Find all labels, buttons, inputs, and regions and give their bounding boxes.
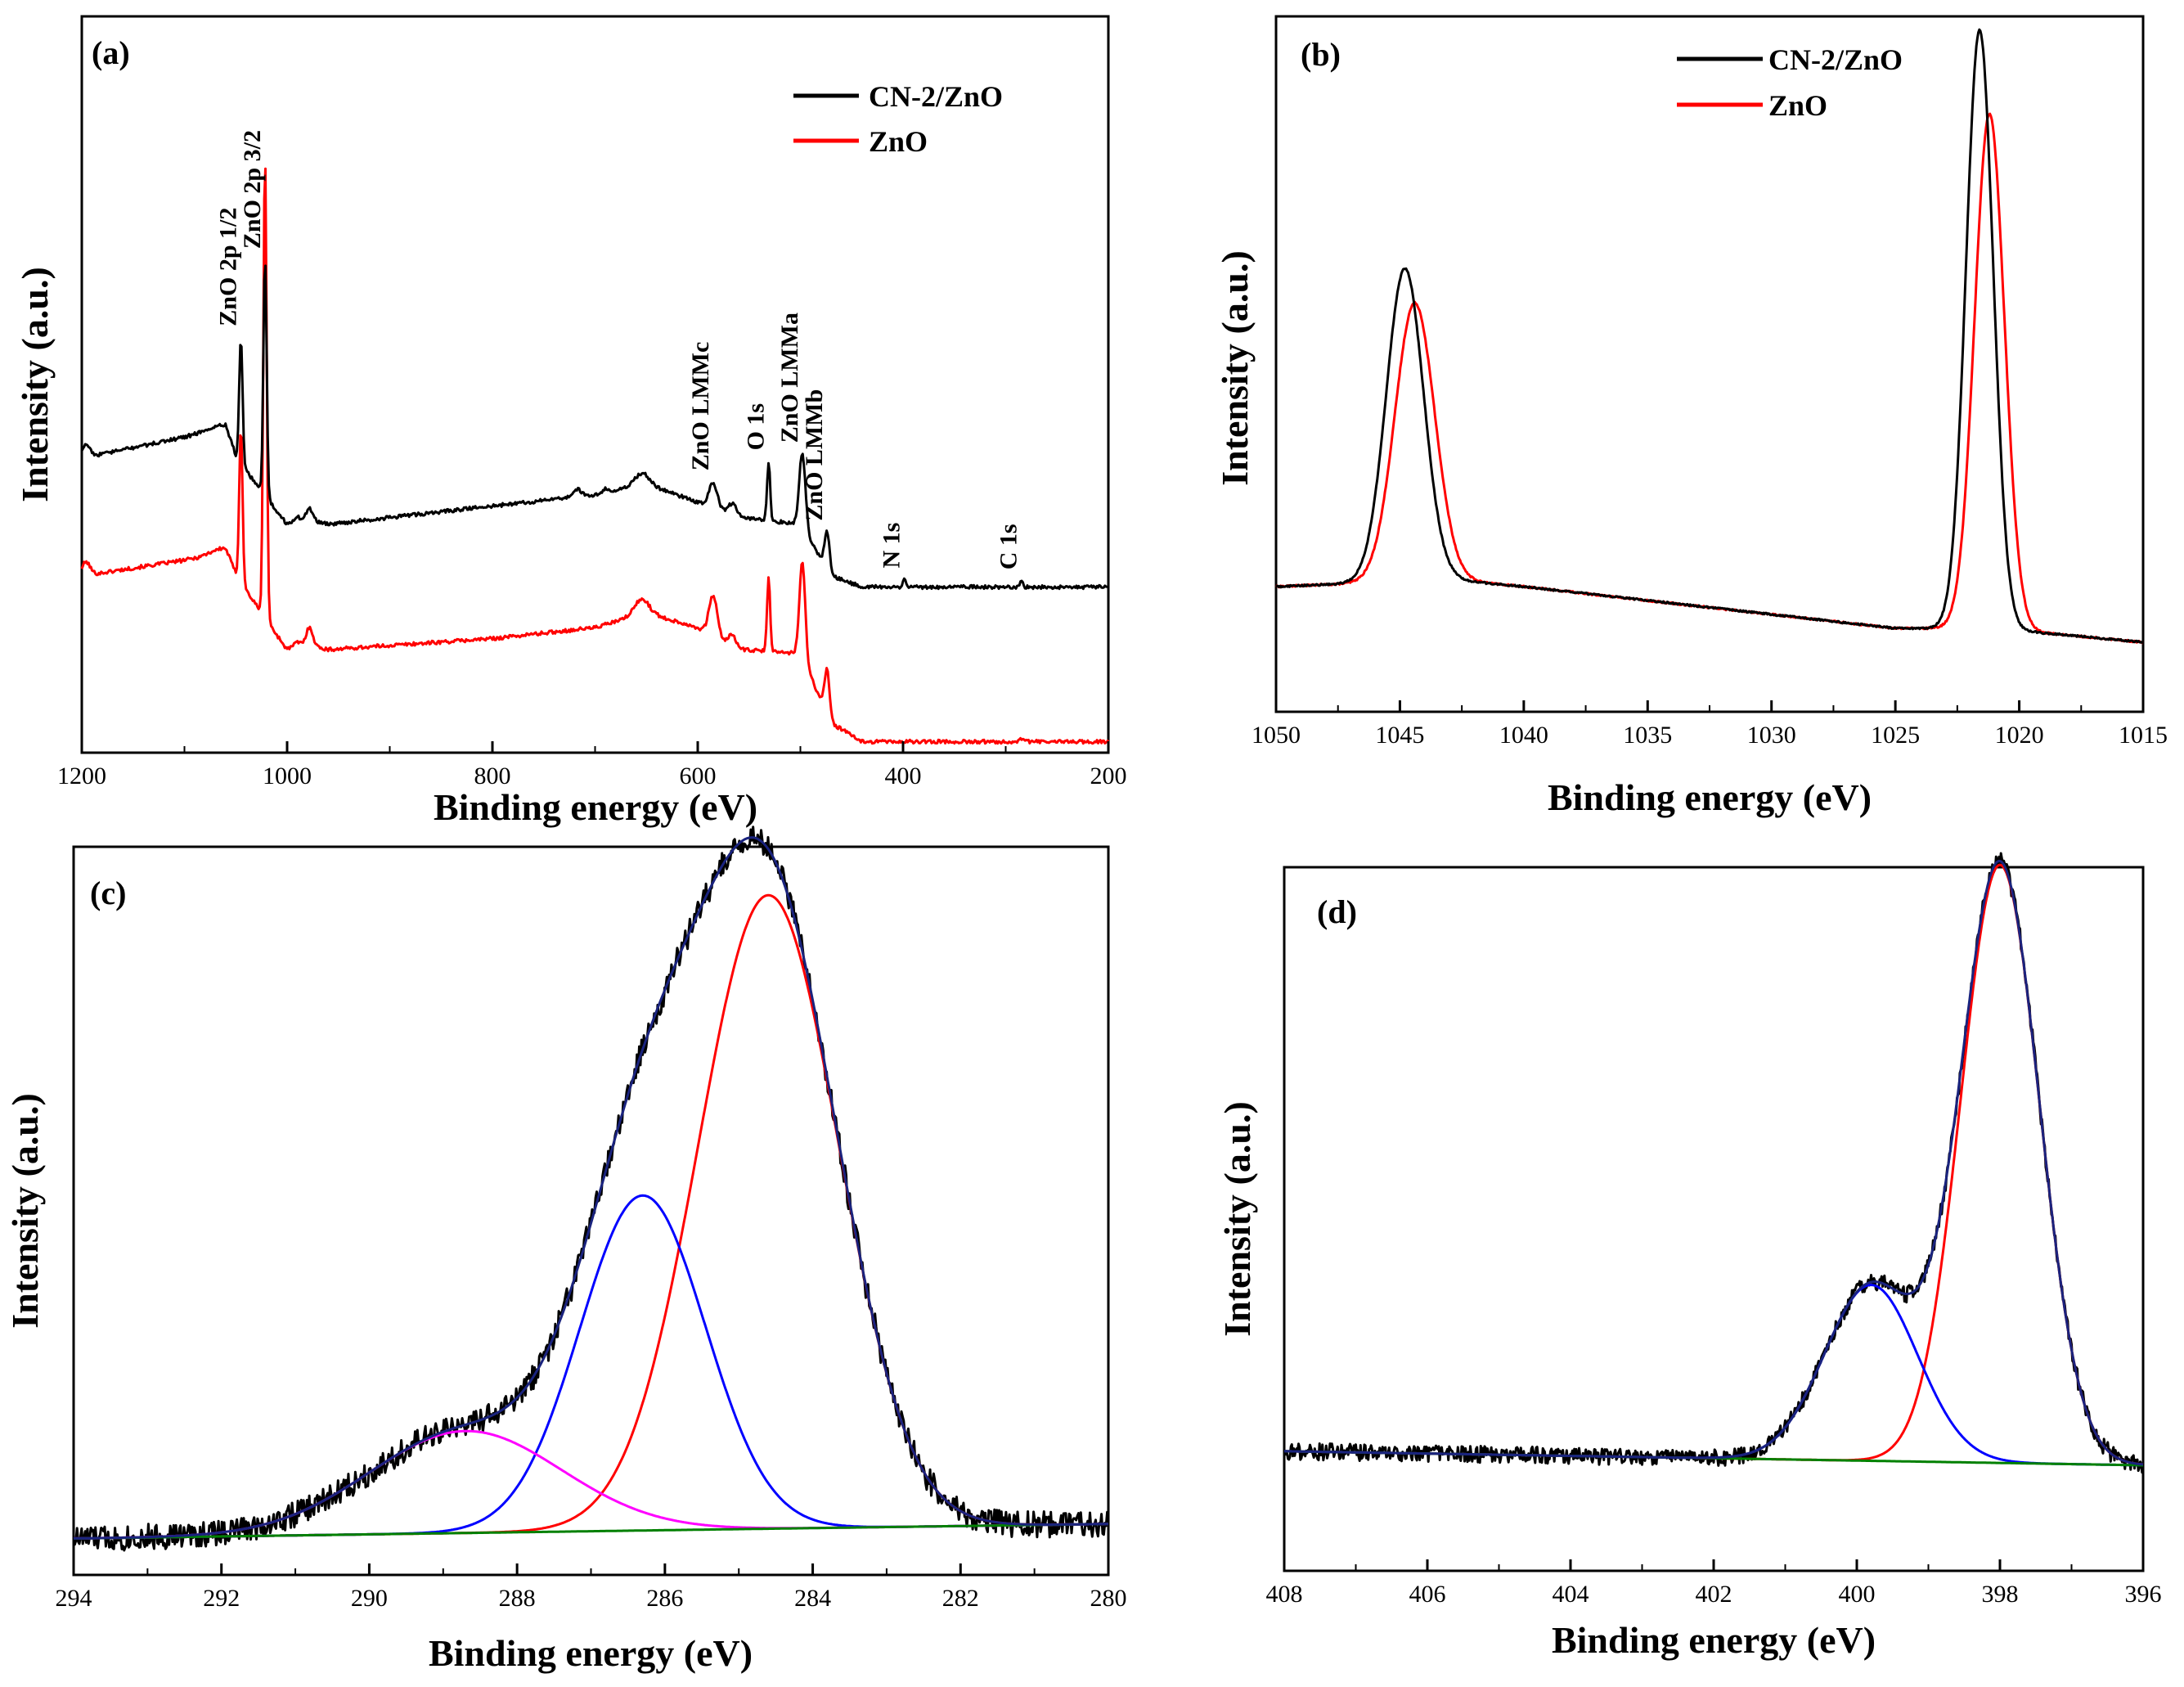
x-tick-label: 398 — [1982, 1581, 2019, 1608]
x-tick-label: 1000 — [263, 763, 312, 790]
series-d-component-399-8 — [1283, 1284, 2144, 1467]
x-tick-label: 408 — [1266, 1581, 1303, 1608]
panel-d-y-axis-label: Intensity (a.u.) — [1216, 1101, 1258, 1337]
legend-label-zno: ZnO — [869, 125, 928, 158]
panel-a-y-axis-label: Intensity (a.u.) — [14, 267, 56, 502]
panel-b-legend: CN-2/ZnO ZnO — [1677, 43, 1903, 122]
panel-b-x-axis-label: Binding energy (eV) — [1548, 776, 1872, 818]
x-tick-label: 294 — [56, 1585, 92, 1612]
x-tick-label: 1050 — [1252, 722, 1301, 749]
x-tick-label: 1040 — [1499, 722, 1548, 749]
peak-annotation: ZnO LMMa — [776, 313, 803, 443]
panel-b-label: (b) — [1301, 36, 1341, 73]
panel-d-label: (d) — [1317, 893, 1357, 930]
panel-d-x-ticks: 408 406 404 402 400 398 396 — [1266, 1559, 2162, 1608]
peak-annotation: O 1s — [743, 403, 770, 451]
x-tick-label: 1015 — [2119, 722, 2168, 749]
peak-annotation: ZnO 2p 1/2 — [215, 208, 242, 326]
panel-a-frame — [80, 15, 1110, 754]
series-d-raw — [1283, 852, 2145, 1474]
x-tick-label: 1020 — [1995, 722, 2044, 749]
peak-annotation: ZnO 2p 3/2 — [239, 130, 266, 249]
x-tick-label: 400 — [1839, 1581, 1876, 1608]
panel-c-label: (c) — [90, 875, 126, 911]
panel-a-legend: CN-2/ZnO ZnO — [793, 80, 1003, 158]
x-tick-label: 396 — [2125, 1581, 2162, 1608]
peak-annotation: C 1s — [995, 524, 1022, 569]
x-tick-label: 284 — [794, 1585, 831, 1612]
x-tick-label: 288 — [499, 1585, 536, 1612]
series-d-envelope — [1283, 859, 2144, 1466]
peak-annotation: N 1s — [878, 523, 905, 569]
x-tick-label: 290 — [351, 1585, 388, 1612]
legend-label-cn2zno: CN-2/ZnO — [869, 80, 1003, 113]
x-tick-label: 404 — [1553, 1581, 1589, 1608]
series-a-cn-2-zno — [80, 264, 1109, 591]
series-c-background — [73, 1523, 1109, 1540]
x-tick-label: 402 — [1696, 1581, 1732, 1608]
series-b-zno — [1274, 112, 2144, 645]
panel-a-label: (a) — [92, 34, 130, 71]
x-tick-label: 1045 — [1375, 722, 1424, 749]
x-tick-label: 1035 — [1623, 722, 1672, 749]
legend-label-zno-b: ZnO — [1768, 89, 1827, 122]
panel-c-series — [73, 826, 1110, 1552]
panel-b-x-ticks: 1050 1045 1040 1035 1030 1025 1020 1015 — [1252, 700, 2168, 749]
series-c-component-288-7 — [73, 1429, 1109, 1540]
series-a-zno — [80, 167, 1110, 745]
peak-annotation: ZnO LMMc — [687, 342, 714, 471]
x-tick-label: 200 — [1090, 763, 1127, 790]
panel-d-x-axis-label: Binding energy (eV) — [1552, 1619, 1876, 1661]
panel-d-frame — [1283, 866, 2145, 1572]
series-c-raw — [73, 826, 1110, 1552]
x-tick-label: 1200 — [57, 763, 106, 790]
x-tick-label: 286 — [646, 1585, 683, 1612]
series-d-component-398-0 — [1283, 863, 2144, 1466]
x-tick-label: 282 — [942, 1585, 979, 1612]
panel-c-x-ticks: 294 292 290 288 286 284 282 280 — [56, 1563, 1127, 1612]
x-tick-label: 600 — [680, 763, 717, 790]
panel-d-n1s-spectrum: 408 406 404 402 400 398 396 (d) Binding energy… — [1216, 852, 2162, 1661]
panel-b-series — [1274, 28, 2144, 645]
panel-b-zn2p-spectrum: 1050 1045 1040 1035 1030 1025 1020 1015 (b) CN-… — [1214, 15, 2168, 818]
peak-annotation: ZnO LMMb — [801, 389, 828, 521]
panel-d-series — [1283, 852, 2145, 1474]
panel-c-c1s-spectrum: 294 292 290 288 286 284 282 280 (c) Binding ene… — [4, 826, 1127, 1674]
series-c-envelope — [73, 836, 1109, 1540]
panel-c-x-axis-label: Binding energy (eV) — [429, 1632, 753, 1674]
x-tick-label: 800 — [474, 763, 511, 790]
x-tick-label: 292 — [203, 1585, 240, 1612]
legend-label-cn2zno-b: CN-2/ZnO — [1768, 43, 1903, 76]
panel-c-y-axis-label: Intensity (a.u.) — [4, 1093, 46, 1329]
panel-a-x-ticks: 1200 1000 800 600 400 200 — [57, 741, 1127, 790]
series-b-cn-2-zno — [1274, 28, 2144, 644]
x-tick-label: 400 — [885, 763, 922, 790]
panel-a-series — [80, 167, 1110, 745]
x-tick-label: 280 — [1090, 1585, 1127, 1612]
x-tick-label: 406 — [1409, 1581, 1446, 1608]
panel-a-x-axis-label: Binding energy (eV) — [434, 786, 757, 828]
x-tick-label: 1025 — [1871, 722, 1920, 749]
panel-b-y-axis-label: Intensity (a.u.) — [1214, 250, 1256, 486]
x-tick-label: 1030 — [1747, 722, 1796, 749]
